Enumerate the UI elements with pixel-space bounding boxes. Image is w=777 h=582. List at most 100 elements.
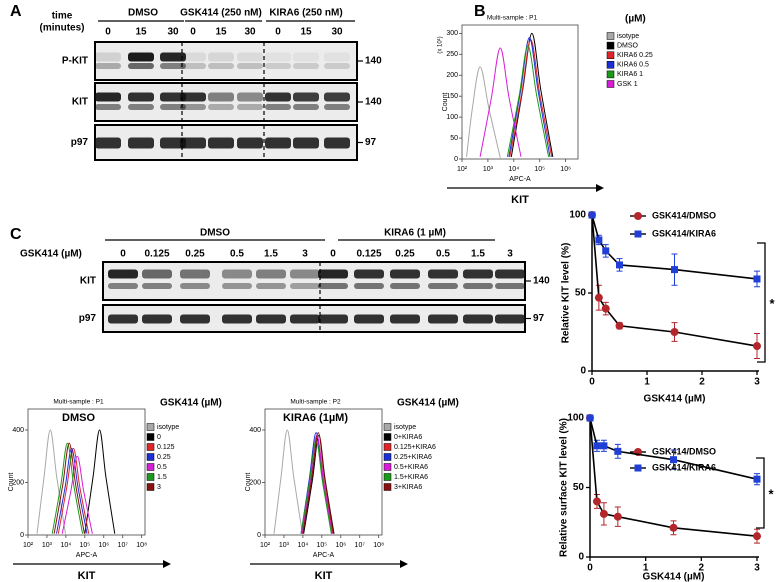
band <box>256 283 286 289</box>
legend-swatch <box>606 80 615 88</box>
x-tick-label: 10⁷ <box>355 542 366 549</box>
band <box>265 137 291 149</box>
band <box>180 137 206 149</box>
legend-swatch <box>146 483 155 491</box>
x-tick-label: 2 <box>699 563 705 574</box>
lane-label: 0 <box>330 249 336 260</box>
plot-title: Multi-sample : P2 <box>290 399 341 406</box>
legend-label: 3+KIRA6 <box>394 484 422 491</box>
legend-swatch <box>146 433 155 441</box>
legend-label: GSK 1 <box>617 81 638 88</box>
band <box>208 137 234 149</box>
band <box>293 52 319 62</box>
band <box>95 52 121 62</box>
legend-label: isotype <box>617 33 639 40</box>
band <box>95 92 121 102</box>
x-tick-label: 10⁵ <box>316 542 327 549</box>
histogram-curve <box>479 47 522 158</box>
panel-label: C <box>10 226 22 243</box>
panel-label: A <box>10 3 22 20</box>
legend-label: 0.5+KIRA6 <box>394 464 428 471</box>
band <box>495 283 525 289</box>
band <box>222 269 252 279</box>
panel-label: B <box>474 3 486 20</box>
legend-label: GSK414/KIRA6 <box>652 462 716 472</box>
y-tick-label: 0 <box>578 552 584 563</box>
lane-label: 0.125 <box>144 249 169 260</box>
axis-arrow-label: KIT <box>315 570 333 582</box>
legend-label: KIRA6 0.5 <box>617 62 649 69</box>
legend-label: GSK414/DMSO <box>652 446 716 456</box>
x-tick-label: 0 <box>587 563 593 574</box>
y-tick-label: 50 <box>575 288 587 299</box>
band <box>237 104 263 110</box>
y-tick-label: 100 <box>569 210 586 221</box>
lane-label: 30 <box>244 27 256 38</box>
legend-marker <box>634 230 642 238</box>
point <box>593 442 601 450</box>
band <box>142 314 172 324</box>
y-tick-label: 0 <box>20 532 24 539</box>
series-line <box>589 417 758 480</box>
y-tick-label: 50 <box>573 482 585 493</box>
band <box>390 269 420 279</box>
point <box>669 523 678 532</box>
legend-swatch <box>383 433 392 441</box>
band <box>237 92 263 102</box>
band <box>324 92 350 102</box>
lane-label: 0 <box>120 249 126 260</box>
point <box>588 211 596 219</box>
y-tick-label: 200 <box>249 479 261 486</box>
lane-label: 0.125 <box>356 249 381 260</box>
x-tick-label: 10³ <box>279 542 290 549</box>
band <box>463 314 493 324</box>
legend-swatch <box>146 423 155 431</box>
x-tick-label: 0 <box>589 377 595 388</box>
band <box>180 52 206 62</box>
histogram-curve <box>57 447 90 534</box>
y-tick-label: 400 <box>12 427 24 434</box>
legend-swatch <box>146 463 155 471</box>
series-line <box>589 417 758 537</box>
x-tick-label: 10³ <box>42 542 53 549</box>
legend-swatch <box>383 463 392 471</box>
band <box>354 314 384 324</box>
x-tick-label: 2 <box>699 377 705 388</box>
lane-label: 1.5 <box>471 249 485 260</box>
band <box>180 63 206 69</box>
x-axis-label: GSK414 (µM) <box>644 394 706 405</box>
band <box>256 314 286 324</box>
row-label: p97 <box>71 137 89 148</box>
legend-title: GSK414 (µM) <box>397 398 459 409</box>
x-tick-label: 10³ <box>483 166 494 173</box>
band <box>160 92 186 102</box>
x-tick-label: 10⁸ <box>373 542 384 549</box>
lane-label: 15 <box>135 27 147 38</box>
x-tick-label: 10⁶ <box>98 542 109 549</box>
legend-label: 0.125 <box>157 444 175 451</box>
y-multiplier: (x 10¹) <box>438 36 444 53</box>
dose-label: GSK414 (µM) <box>20 249 82 260</box>
point <box>615 321 624 330</box>
point <box>616 261 623 269</box>
band <box>95 63 121 69</box>
y-tick-label: 0 <box>580 366 586 377</box>
plot-frame <box>264 408 383 536</box>
point <box>753 475 761 483</box>
band <box>128 104 154 110</box>
band <box>128 52 154 62</box>
legend-swatch <box>606 51 615 59</box>
band <box>293 137 319 149</box>
significance-bracket <box>757 242 766 363</box>
band <box>324 137 350 149</box>
band <box>318 269 348 279</box>
legend-swatch <box>146 453 155 461</box>
x-axis-label: GSK414 (µM) <box>643 572 705 582</box>
band <box>95 104 121 110</box>
lane-label: 0.25 <box>185 249 205 260</box>
legend-marker <box>634 212 642 220</box>
band <box>108 314 138 324</box>
band <box>318 314 348 324</box>
plot-frame <box>461 24 579 160</box>
